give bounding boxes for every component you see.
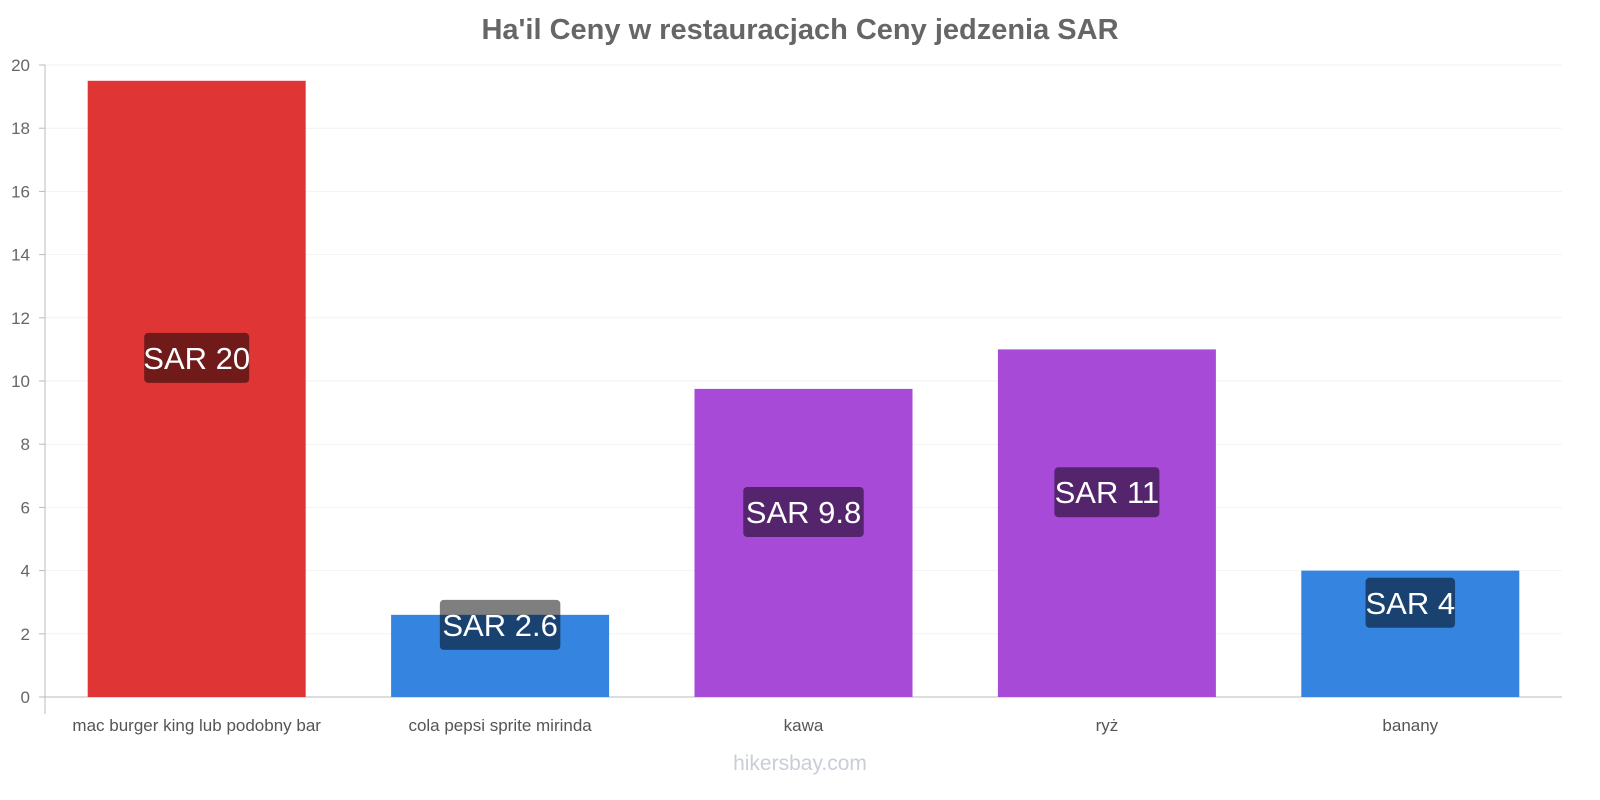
y-tick-label: 0 — [21, 688, 30, 707]
data-label-badge — [1365, 577, 1456, 628]
y-tick-label: 20 — [11, 56, 30, 75]
watermark: hikersbay.com — [733, 752, 867, 775]
data-label: SAR 4 — [1365, 586, 1455, 621]
x-tick-label: cola pepsi sprite mirinda — [408, 716, 592, 735]
x-tick-label: banany — [1382, 716, 1438, 735]
data-label: SAR 2.6 — [442, 608, 557, 643]
y-tick-label: 12 — [11, 309, 30, 328]
data-label-badge — [144, 332, 250, 383]
y-tick-label: 8 — [21, 435, 30, 454]
bar — [997, 349, 1216, 697]
bar — [87, 80, 306, 698]
data-label: SAR 9.8 — [746, 495, 861, 530]
y-tick-label: 10 — [11, 372, 30, 391]
y-tick-label: 14 — [11, 246, 30, 265]
x-tick-label: kawa — [784, 716, 824, 735]
y-tick-label: 16 — [11, 182, 30, 201]
y-tick-label: 6 — [21, 498, 30, 517]
x-tick-label: mac burger king lub podobny bar — [72, 716, 321, 735]
data-label-badge — [1054, 467, 1160, 518]
x-tick-label: ryż — [1096, 716, 1119, 735]
data-label-badge — [743, 486, 864, 537]
bar — [694, 388, 913, 697]
y-tick-label: 2 — [21, 625, 30, 644]
chart-title: Ha'il Ceny w restauracjach Ceny jedzenia… — [481, 14, 1119, 46]
y-tick-label: 18 — [11, 119, 30, 138]
data-label: SAR 20 — [143, 341, 250, 376]
data-label: SAR 11 — [1055, 475, 1160, 510]
data-label-badge — [439, 599, 561, 650]
y-tick-label: 4 — [21, 562, 30, 581]
